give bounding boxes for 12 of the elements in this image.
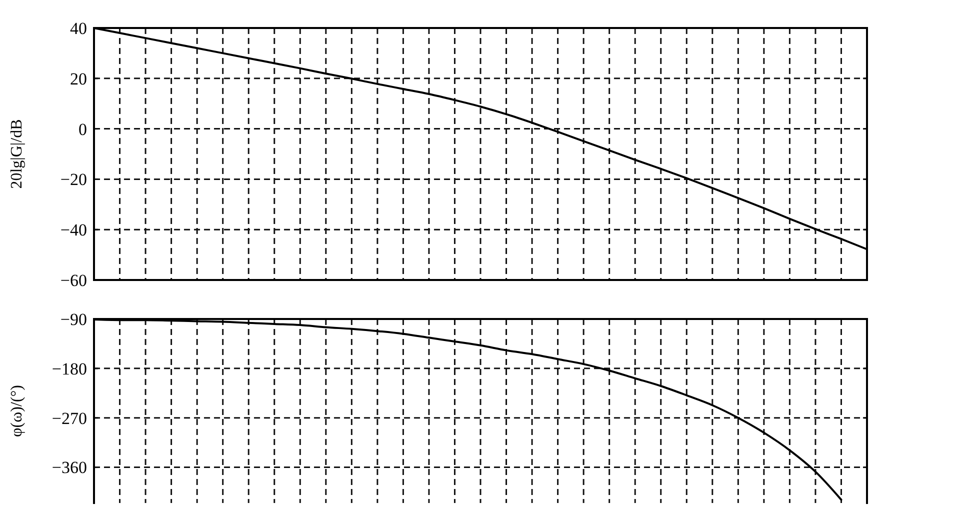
y-tick-label: −40 bbox=[60, 220, 87, 240]
y-tick-label: −20 bbox=[60, 170, 87, 190]
y-tick-label: 40 bbox=[70, 18, 87, 38]
y-tick-label: 0 bbox=[78, 120, 87, 139]
y-tick-label: 20 bbox=[70, 69, 87, 88]
y-tick-label: −360 bbox=[52, 458, 87, 478]
y-tick-label: −90 bbox=[60, 310, 87, 329]
y-tick-label: −180 bbox=[52, 359, 87, 378]
y-tick-label: −60 bbox=[60, 270, 87, 290]
y-axis-title: 20lg|G|/dB bbox=[8, 119, 26, 189]
y-tick-label: −270 bbox=[52, 408, 87, 428]
y-axis-title: φ(ω)/(°) bbox=[8, 385, 26, 437]
